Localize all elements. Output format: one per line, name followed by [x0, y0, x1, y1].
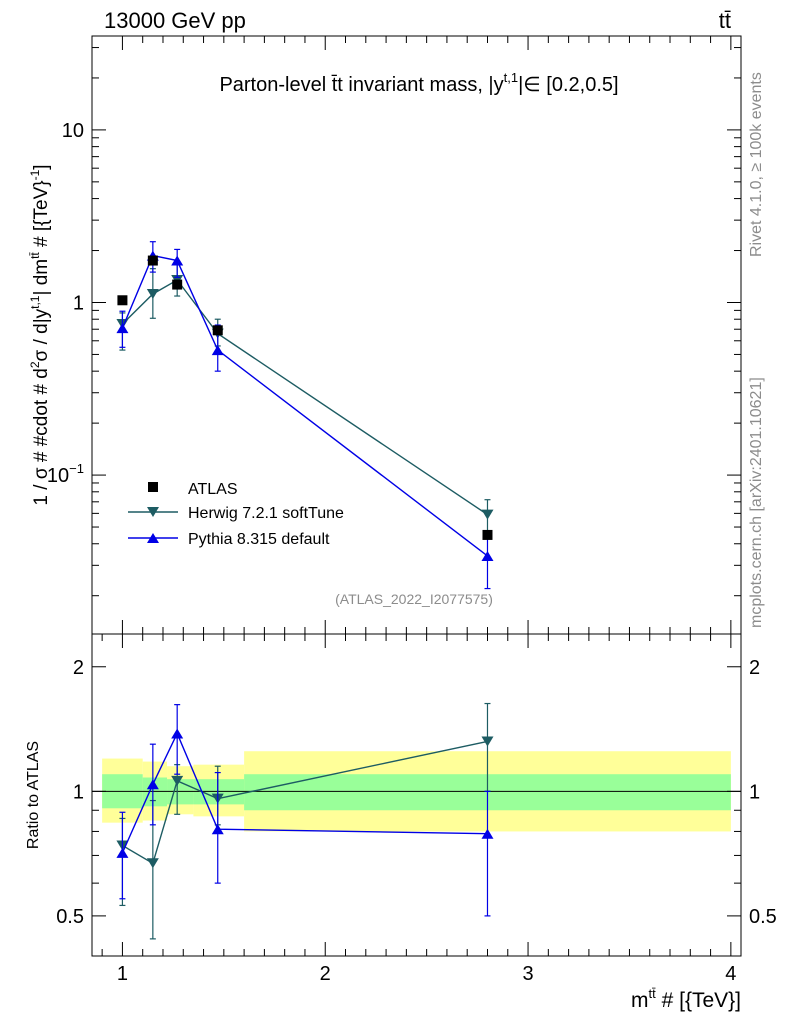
legend-herwig-label: Herwig 7.2.1 softTune	[188, 505, 344, 522]
ratio-y-tick-labels: 0.5 0.5 1 1 2 2	[56, 657, 777, 928]
legend-pythia-label: Pythia 8.315 default	[188, 531, 330, 548]
ratio-y-tick-label-left: 2	[73, 657, 84, 679]
main-y-axis-label: 1 / σ # #cdot # d2σ / d|yt,1| dmtt̄ # [{…	[28, 164, 52, 505]
main-data-point	[212, 325, 223, 336]
main-data-point	[146, 288, 159, 299]
x-tick-label: 1	[117, 963, 128, 985]
main-data-point	[481, 550, 494, 561]
legend-entry-atlas: ATLAS	[148, 481, 238, 498]
process-label: tt̄	[719, 8, 731, 33]
legend-herwig-marker	[147, 507, 159, 517]
main-data-point	[171, 255, 184, 266]
main-data-point	[147, 255, 158, 266]
ratio-y-tick-label-left: 0.5	[56, 906, 84, 928]
legend-pythia-marker	[147, 533, 159, 543]
ratio-y-tick-label-right: 2	[749, 657, 760, 679]
ratio-y-tick-label-right: 1	[749, 781, 760, 803]
ratio-data-point	[481, 828, 494, 839]
ratio-plot-frame	[91, 633, 742, 957]
main-data-point	[481, 509, 494, 520]
main-series-triangle-down	[116, 263, 494, 534]
ratio-plot-panel: 0.5 0.5 1 1 2 2 1 2 3 4 Ratio to ATLAS mtt̄ # [{…	[25, 633, 777, 1012]
main-data-point	[172, 279, 183, 290]
x-tick-label: 2	[320, 963, 331, 985]
x-tick-label: 4	[725, 963, 736, 985]
main-plot-panel: 10 1 10−1 Parton-level t̄t invariant mass,…	[28, 35, 742, 635]
main-y-tick-labels: 10 1 10−1	[47, 120, 84, 487]
ratio-y-tick-label-left: 1	[73, 781, 84, 803]
main-data-point	[117, 295, 128, 306]
ratio-data-point	[211, 824, 224, 835]
main-data-point	[211, 345, 224, 356]
legend-atlas-marker	[148, 482, 158, 492]
legend-entry-pythia: Pythia 8.315 default	[128, 531, 330, 548]
ratio-data-point	[146, 858, 159, 869]
ratio-y-axis-label: Ratio to ATLAS	[25, 741, 42, 849]
plot-title: Parton-level t̄t invariant mass, |yt,1|∈…	[219, 70, 618, 96]
legend-entry-herwig: Herwig 7.2.1 softTune	[128, 505, 344, 522]
main-y-tick-label: 10	[62, 120, 84, 142]
main-y-tick-label: 1	[73, 292, 84, 314]
x-axis-label: mtt̄ # [{TeV}]	[631, 986, 741, 1012]
main-data-point	[482, 529, 493, 540]
main-series-layer	[116, 241, 494, 590]
main-y-tick-label: 10−1	[47, 461, 84, 487]
analysis-id-watermark: (ATLAS_2022_I2077575)	[335, 591, 493, 607]
energy-label: 13000 GeV pp	[104, 8, 246, 33]
rivet-version-label: Rivet 4.1.0, ≥ 100k events	[748, 72, 765, 257]
x-tick-labels: 1 2 3 4	[117, 963, 737, 985]
x-tick-label: 3	[522, 963, 533, 985]
ratio-data-point	[116, 847, 129, 858]
ratio-data-point	[171, 775, 184, 786]
ratio-inner-band	[142, 777, 168, 807]
ratio-series-triangle-up	[116, 704, 494, 917]
legend: ATLAS Herwig 7.2.1 softTune Pythia 8.315…	[128, 481, 344, 548]
mcplots-label: mcplots.cern.ch [arXiv:2401.10621]	[748, 377, 765, 628]
ratio-data-point	[146, 779, 159, 790]
ratio-axis-ticks	[92, 634, 741, 957]
ratio-y-tick-label-right: 0.5	[749, 906, 777, 928]
legend-atlas-label: ATLAS	[188, 481, 238, 498]
ratio-data-point	[171, 728, 184, 739]
ratio-series-layer	[116, 702, 494, 940]
main-data-point	[116, 323, 129, 334]
main-series-line	[121, 279, 488, 516]
ratio-data-point	[481, 736, 494, 747]
main-series-square	[117, 255, 493, 540]
main-axis-ticks	[92, 36, 741, 634]
